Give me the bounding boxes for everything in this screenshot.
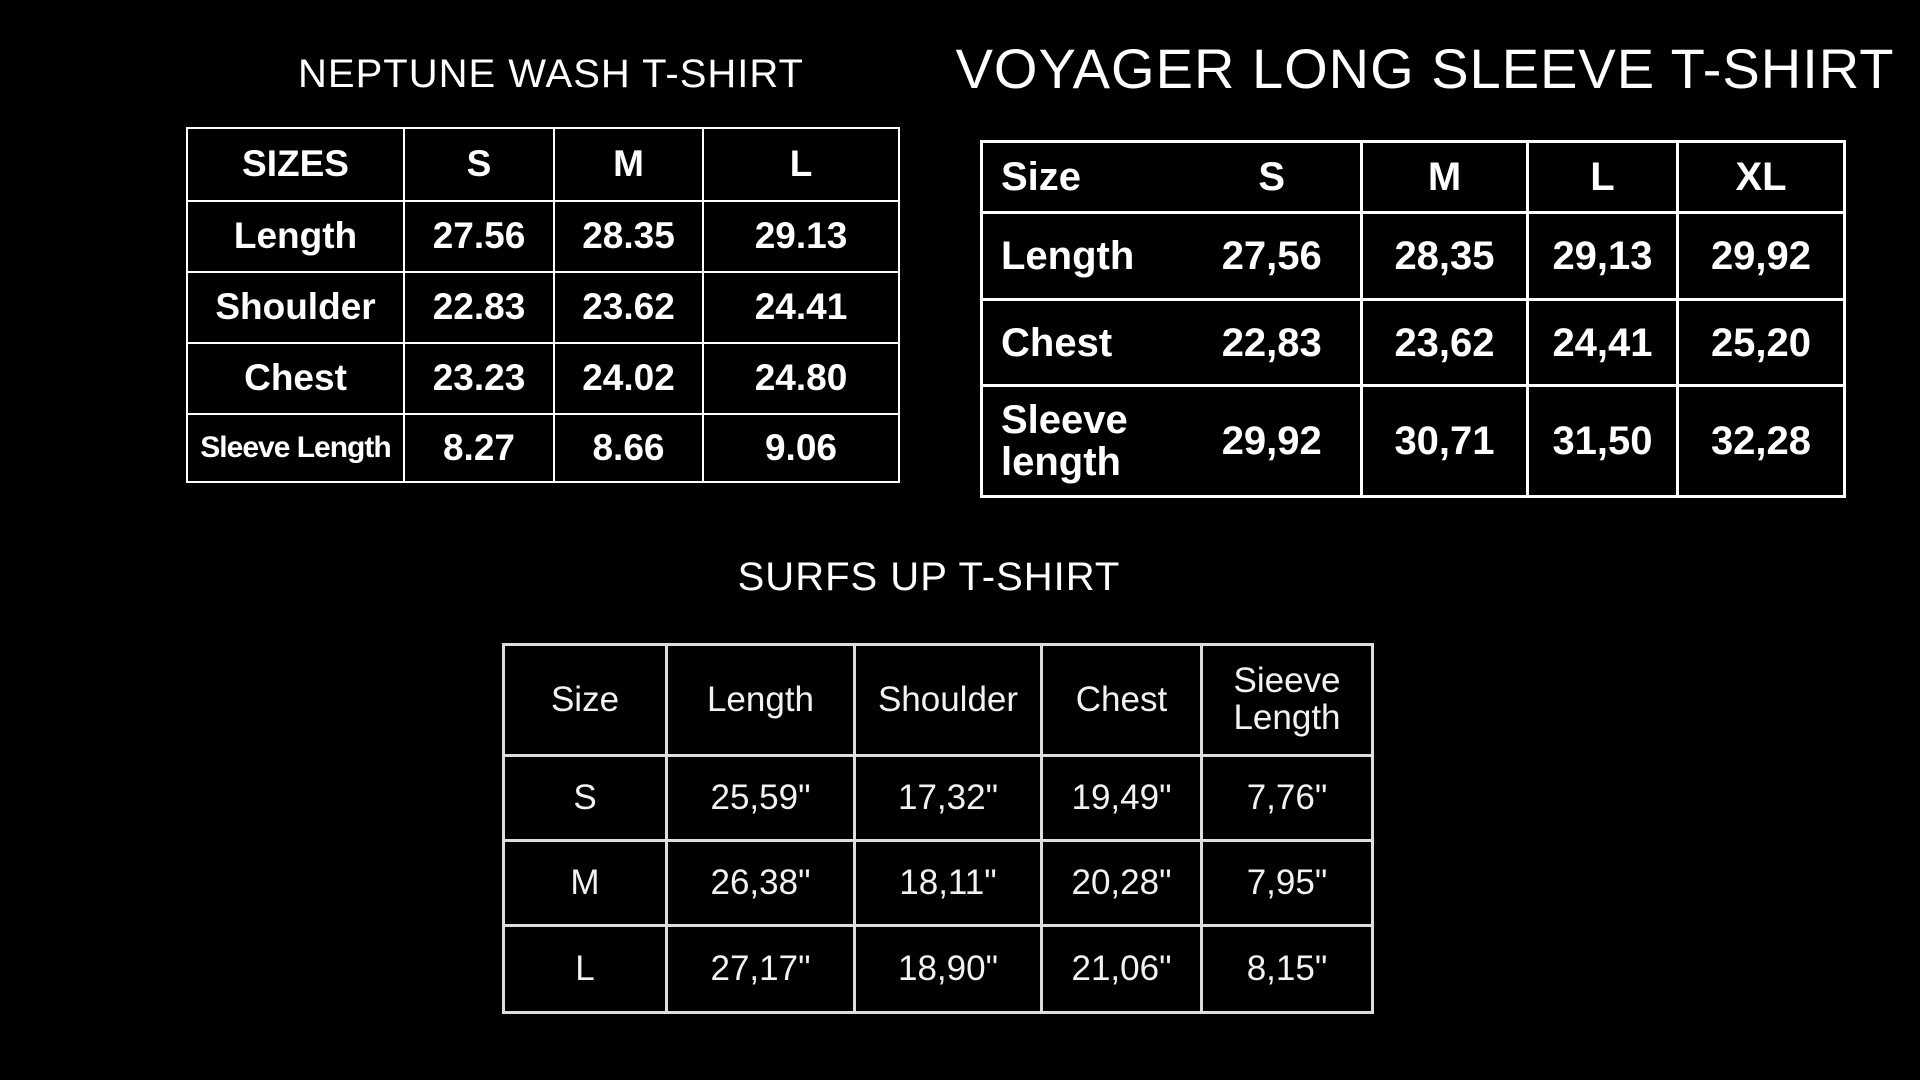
surfs-up-size-table: Size Length Shoulder Chest Sieeve Length S 25,… (502, 643, 1374, 1014)
value-cell: 27,17" (665, 924, 856, 1014)
value-cell: 23.62 (553, 271, 704, 344)
value-cell: 24.02 (553, 342, 704, 415)
header-cell: M (1360, 140, 1529, 214)
table-row: Length 27,56 28,35 29,13 29,92 (980, 211, 1846, 301)
header-cell: S (1183, 140, 1363, 214)
value-cell: 29,92 (1183, 384, 1363, 498)
table-row: L 27,17" 18,90" 21,06" 8,15" (502, 924, 1374, 1014)
value-cell: 30,71 (1360, 384, 1529, 498)
header-cell: Sieeve Length (1200, 643, 1374, 757)
value-cell: 27.56 (403, 200, 555, 273)
header-row: SIZES S M L (186, 127, 900, 202)
header-cell: Shoulder (853, 643, 1043, 757)
value-cell: 23.23 (403, 342, 555, 415)
table-row: S 25,59" 17,32" 19,49" 7,76" (502, 754, 1374, 842)
header-cell: S (403, 127, 555, 202)
header-cell: SIZES (186, 127, 405, 202)
value-cell: 26,38" (665, 839, 856, 927)
row-label: Length (980, 211, 1184, 301)
value-cell: 7,76" (1200, 754, 1374, 842)
header-cell: XL (1676, 140, 1846, 214)
row-label: Shoulder (186, 271, 405, 344)
value-cell: 24,41 (1526, 298, 1679, 387)
table-row: Shoulder 22.83 23.62 24.41 (186, 271, 900, 344)
row-label: Sleeve Length (186, 413, 405, 483)
value-cell: 24.41 (702, 271, 900, 344)
value-cell: 7,95" (1200, 839, 1374, 927)
value-cell: 29.13 (702, 200, 900, 273)
value-cell: 21,06" (1040, 924, 1203, 1014)
header-cell: L (702, 127, 900, 202)
row-label: M (502, 839, 668, 927)
header-row: Size Length Shoulder Chest Sieeve Length (502, 643, 1374, 757)
value-cell: 22.83 (403, 271, 555, 344)
value-cell: 24.80 (702, 342, 900, 415)
voyager-title: VOYAGER LONG SLEEVE T-SHIRT (955, 37, 1895, 100)
value-cell: 19,49" (1040, 754, 1203, 842)
row-label: L (502, 924, 668, 1014)
value-cell: 9.06 (702, 413, 900, 483)
neptune-size-table: SIZES S M L Length 27.56 28.35 29.13 Shoulder 22.… (186, 127, 900, 483)
value-cell: 8,15" (1200, 924, 1374, 1014)
table-row: Sleeve length 29,92 30,71 31,50 32,28 (980, 384, 1846, 498)
value-cell: 32,28 (1676, 384, 1846, 498)
table-row: M 26,38" 18,11" 20,28" 7,95" (502, 839, 1374, 927)
value-cell: 18,90" (853, 924, 1043, 1014)
row-label: Length (186, 200, 405, 273)
value-cell: 20,28" (1040, 839, 1203, 927)
value-cell: 29,92 (1676, 211, 1846, 301)
value-cell: 8.27 (403, 413, 555, 483)
value-cell: 29,13 (1526, 211, 1679, 301)
surfs-up-title: SURFS UP T-SHIRT (737, 555, 1121, 599)
value-cell: 17,32" (853, 754, 1043, 842)
header-row: Size S M L XL (980, 140, 1846, 214)
row-label: Chest (980, 298, 1184, 387)
header-cell: Length (665, 643, 856, 757)
value-cell: 27,56 (1183, 211, 1363, 301)
header-cell: Size (502, 643, 668, 757)
value-cell: 8.66 (553, 413, 704, 483)
value-cell: 28,35 (1360, 211, 1529, 301)
table-row: Chest 22,83 23,62 24,41 25,20 (980, 298, 1846, 387)
value-cell: 25,59" (665, 754, 856, 842)
table-row: Chest 23.23 24.02 24.80 (186, 342, 900, 415)
value-cell: 25,20 (1676, 298, 1846, 387)
header-cell: M (553, 127, 704, 202)
value-cell: 28.35 (553, 200, 704, 273)
value-cell: 31,50 (1526, 384, 1679, 498)
row-label: Chest (186, 342, 405, 415)
row-label: S (502, 754, 668, 842)
header-cell: Chest (1040, 643, 1203, 757)
value-cell: 22,83 (1183, 298, 1363, 387)
header-cell: Size (980, 140, 1184, 214)
table-row: Sleeve Length 8.27 8.66 9.06 (186, 413, 900, 483)
table-row: Length 27.56 28.35 29.13 (186, 200, 900, 273)
neptune-title: NEPTUNE WASH T-SHIRT (298, 52, 804, 96)
voyager-size-table: Size S M L XL Length 27,56 28,35 29,13 29,92 Chest… (980, 140, 1846, 498)
header-cell: L (1526, 140, 1679, 214)
value-cell: 18,11" (853, 839, 1043, 927)
value-cell: 23,62 (1360, 298, 1529, 387)
row-label: Sleeve length (980, 384, 1184, 498)
